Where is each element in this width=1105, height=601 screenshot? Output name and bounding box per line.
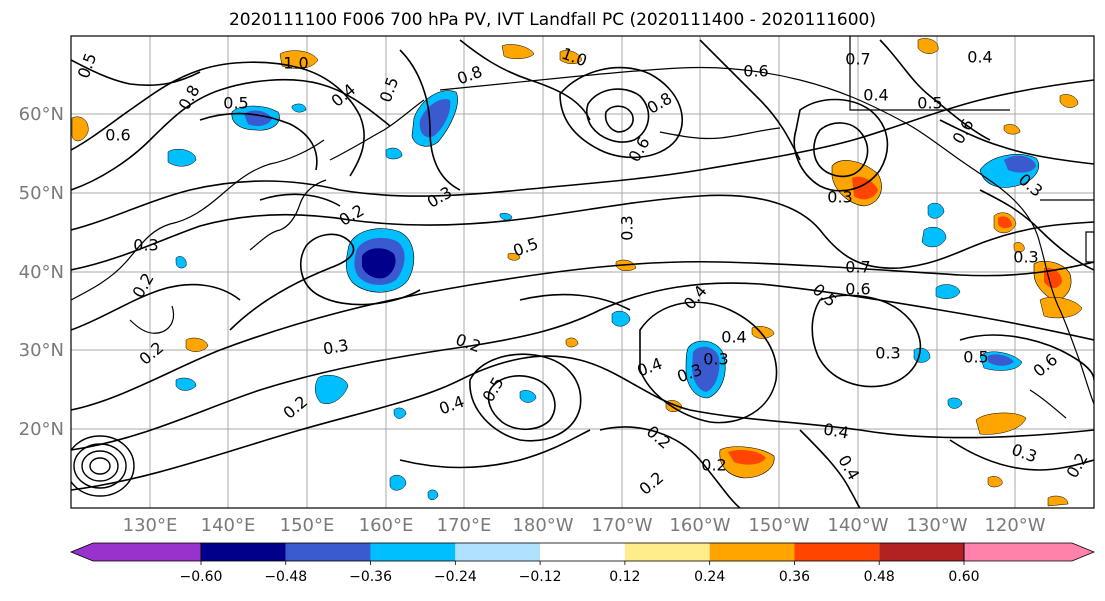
contour-label: 0.3 xyxy=(827,188,852,207)
colorbar-tick-label: −0.36 xyxy=(349,569,392,585)
latitude-tick-label: 30°N xyxy=(19,340,64,361)
longitude-tick-label: 170°W xyxy=(591,515,652,536)
colorbar-tick-label: 0.48 xyxy=(864,569,895,585)
contour-label: 0.5 xyxy=(963,348,988,367)
colorbar-tick-label: −0.60 xyxy=(180,569,223,585)
contour-label: 0.3 xyxy=(703,350,728,369)
contour-label: 0.3 xyxy=(875,344,900,363)
longitude-tick-label: 130°W xyxy=(906,515,967,536)
colorbar-segment xyxy=(455,543,541,561)
contour-label: 0.6 xyxy=(105,126,130,145)
contour-label: 0.3 xyxy=(133,236,158,255)
colorbar-segment xyxy=(709,543,795,561)
longitude-tick-label: 150°E xyxy=(280,515,335,536)
colorbar-tick-label: −0.12 xyxy=(519,569,562,585)
latitude-tick-label: 20°N xyxy=(19,419,64,440)
contour-label: 1.0 xyxy=(283,54,308,73)
colorbar-frame xyxy=(200,542,965,562)
longitude-tick-labels: 130°E 140°E 150°E 160°E 170°E 180°W 170°W 160°W… xyxy=(123,515,1046,536)
map-frame xyxy=(70,35,1095,509)
longitude-tick-label: 150°W xyxy=(748,515,809,536)
coastlines xyxy=(71,36,1094,419)
colorbar-segment xyxy=(794,543,880,561)
colorbar-segment xyxy=(370,543,456,561)
contour-label: 0.3 xyxy=(618,215,637,240)
contour-label: 0.7 xyxy=(845,258,870,277)
colorbar-segment xyxy=(285,543,371,561)
colorbar-tick-label: 0.60 xyxy=(948,569,979,585)
contour-label: 0.4 xyxy=(822,419,850,442)
latitude-tick-label: 40°N xyxy=(19,262,64,283)
colorbar-segment xyxy=(963,542,1096,562)
colorbar-tick-label: −0.24 xyxy=(434,569,477,585)
longitude-tick-label: 130°E xyxy=(123,515,178,536)
typhoon-contours xyxy=(71,435,135,497)
colorbar-segment xyxy=(69,542,202,562)
colorbar-tick-label: 0.12 xyxy=(609,569,640,585)
contour-label: 0.4 xyxy=(863,86,888,105)
colorbar-tick-label: 0.24 xyxy=(694,569,725,585)
contour-label: 0.6 xyxy=(743,62,768,81)
contour-label: 0.6 xyxy=(845,280,870,299)
colorbar-tick-labels: −0.60 −0.48 −0.36 −0.24 −0.12 0.12 0.24 0.36 0.4… xyxy=(180,561,980,585)
colorbar-segment xyxy=(879,543,964,561)
longitude-tick-label: 160°E xyxy=(359,515,414,536)
contour-label: 0.3 xyxy=(1013,248,1038,267)
map-title: 2020111100 F006 700 hPa PV, IVT Landfall… xyxy=(228,10,876,30)
colorbar xyxy=(69,542,1096,562)
contour-label: 0.4 xyxy=(967,48,992,67)
colorbar-segment xyxy=(540,543,625,561)
pv-contours xyxy=(71,39,1094,508)
latitude-tick-label: 60°N xyxy=(19,104,64,125)
latitude-tick-labels: 60°N 50°N 40°N 30°N 20°N xyxy=(19,104,64,440)
longitude-tick-label: 160°W xyxy=(669,515,730,536)
contour-label: 0.4 xyxy=(721,328,746,347)
longitude-tick-label: 120°W xyxy=(984,515,1045,536)
contour-label: 0.2 xyxy=(701,456,726,475)
contour-label: 0.3 xyxy=(322,335,350,358)
contour-label: 0.5 xyxy=(917,94,942,113)
colorbar-segment xyxy=(624,543,710,561)
contour-label: 0.5 xyxy=(223,94,248,113)
colorbar-tick-label: 0.36 xyxy=(779,569,810,585)
longitude-tick-label: 170°E xyxy=(437,515,492,536)
latitude-tick-label: 50°N xyxy=(19,183,64,204)
longitude-tick-label: 180°W xyxy=(512,515,573,536)
longitude-tick-label: 140°E xyxy=(201,515,256,536)
gridlines xyxy=(71,36,1094,508)
longitude-tick-label: 140°W xyxy=(827,515,888,536)
colorbar-tick-label: −0.48 xyxy=(264,569,307,585)
colorbar-segment xyxy=(201,543,286,561)
contour-label: 0.7 xyxy=(845,50,870,69)
